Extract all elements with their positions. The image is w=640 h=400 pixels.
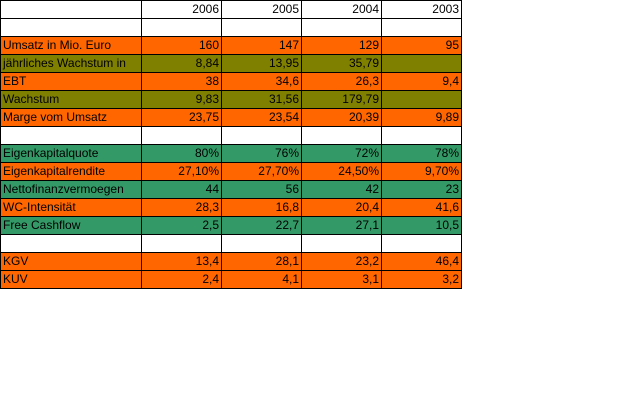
table-row: KGV 13,4 28,1 23,2 46,4 [0, 252, 462, 271]
row-label-cell[interactable]: Wachstum [0, 90, 142, 109]
row-label-cell[interactable]: Marge vom Umsatz [0, 108, 142, 127]
row-label-cell[interactable]: KGV [0, 252, 142, 271]
value-cell[interactable]: 9,83 [141, 90, 222, 109]
row-label-cell[interactable]: Eigenkapitalquote [0, 144, 142, 163]
value-cell[interactable]: 72% [301, 144, 382, 163]
row-label-cell[interactable]: EBT [0, 72, 142, 91]
value-cell[interactable]: 13,95 [221, 54, 302, 73]
value-cell[interactable]: 23,75 [141, 108, 222, 127]
value-cell[interactable]: 34,6 [221, 72, 302, 91]
value-cell[interactable]: 179,79 [301, 90, 382, 109]
row-label-cell[interactable]: jährliches Wachstum in [0, 54, 142, 73]
value-cell[interactable]: 9,4 [381, 72, 462, 91]
value-cell[interactable]: 2006 [141, 0, 222, 19]
value-cell[interactable]: 147 [221, 36, 302, 55]
value-cell[interactable] [141, 126, 222, 145]
value-cell[interactable]: 2004 [301, 0, 382, 19]
table-row: Eigenkapitalquote 80% 76% 72% 78% [0, 144, 462, 163]
table-row: EBT 38 34,6 26,3 9,4 [0, 72, 462, 91]
value-cell[interactable]: 27,70% [221, 162, 302, 181]
value-cell[interactable]: 160 [141, 36, 222, 55]
value-cell[interactable]: 80% [141, 144, 222, 163]
blank-row [0, 126, 462, 145]
value-cell[interactable] [301, 234, 382, 253]
value-cell[interactable]: 27,10% [141, 162, 222, 181]
value-cell[interactable]: 78% [381, 144, 462, 163]
table-body: 2006 2005 2004 2003 Umsatz in Mio. Euro 160 14… [0, 0, 462, 289]
table-row: Free Cashflow 2,5 22,7 27,1 10,5 [0, 216, 462, 235]
value-cell[interactable]: 9,89 [381, 108, 462, 127]
value-cell[interactable] [141, 18, 222, 37]
value-cell[interactable] [141, 234, 222, 253]
value-cell[interactable] [381, 126, 462, 145]
blank-row [0, 234, 462, 253]
value-cell[interactable]: 35,79 [301, 54, 382, 73]
value-cell[interactable]: 27,1 [301, 216, 382, 235]
row-label-cell[interactable] [0, 126, 142, 145]
value-cell[interactable]: 2,5 [141, 216, 222, 235]
value-cell[interactable] [221, 234, 302, 253]
value-cell[interactable] [381, 234, 462, 253]
value-cell[interactable]: 10,5 [381, 216, 462, 235]
value-cell[interactable] [381, 54, 462, 73]
row-label-cell[interactable] [0, 18, 142, 37]
row-label-cell[interactable]: Eigenkapitalrendite [0, 162, 142, 181]
table-row: Nettofinanzvermoegen 44 56 42 23 [0, 180, 462, 199]
value-cell[interactable]: 24,50% [301, 162, 382, 181]
value-cell[interactable]: 23,2 [301, 252, 382, 271]
table-row: WC-Intensität 28,3 16,8 20,4 41,6 [0, 198, 462, 217]
value-cell[interactable] [301, 126, 382, 145]
value-cell[interactable]: 2003 [381, 0, 462, 19]
value-cell[interactable] [381, 18, 462, 37]
value-cell[interactable]: 8,84 [141, 54, 222, 73]
value-cell[interactable]: 76% [221, 144, 302, 163]
value-cell[interactable]: 129 [301, 36, 382, 55]
row-label-cell[interactable]: KUV [0, 270, 142, 289]
value-cell[interactable]: 2,4 [141, 270, 222, 289]
value-cell[interactable]: 26,3 [301, 72, 382, 91]
value-cell[interactable]: 95 [381, 36, 462, 55]
table-row: Wachstum 9,83 31,56 179,79 [0, 90, 462, 109]
table-row: jährliches Wachstum in 8,84 13,95 35,79 [0, 54, 462, 73]
value-cell[interactable]: 3,1 [301, 270, 382, 289]
row-label-cell[interactable] [0, 0, 142, 19]
value-cell[interactable]: 41,6 [381, 198, 462, 217]
row-label-cell[interactable]: WC-Intensität [0, 198, 142, 217]
value-cell[interactable] [381, 90, 462, 109]
value-cell[interactable] [301, 18, 382, 37]
value-cell[interactable]: 13,4 [141, 252, 222, 271]
table-row: Umsatz in Mio. Euro 160 147 129 95 [0, 36, 462, 55]
value-cell[interactable] [221, 126, 302, 145]
value-cell[interactable]: 28,3 [141, 198, 222, 217]
value-cell[interactable]: 20,4 [301, 198, 382, 217]
value-cell[interactable]: 42 [301, 180, 382, 199]
value-cell[interactable]: 3,2 [381, 270, 462, 289]
table-row: Eigenkapitalrendite 27,10% 27,70% 24,50% 9,7… [0, 162, 462, 181]
row-label-cell[interactable]: Free Cashflow [0, 216, 142, 235]
value-cell[interactable]: 23,54 [221, 108, 302, 127]
row-label-cell[interactable]: Nettofinanzvermoegen [0, 180, 142, 199]
header-row: 2006 2005 2004 2003 [0, 0, 462, 19]
table-row: KUV 2,4 4,1 3,1 3,2 [0, 270, 462, 289]
value-cell[interactable]: 56 [221, 180, 302, 199]
value-cell[interactable]: 46,4 [381, 252, 462, 271]
row-label-cell[interactable]: Umsatz in Mio. Euro [0, 36, 142, 55]
value-cell[interactable]: 9,70% [381, 162, 462, 181]
value-cell[interactable]: 22,7 [221, 216, 302, 235]
value-cell[interactable]: 38 [141, 72, 222, 91]
value-cell[interactable]: 4,1 [221, 270, 302, 289]
value-cell[interactable]: 31,56 [221, 90, 302, 109]
value-cell[interactable]: 28,1 [221, 252, 302, 271]
row-label-cell[interactable] [0, 234, 142, 253]
value-cell[interactable]: 20,39 [301, 108, 382, 127]
blank-row [0, 18, 462, 37]
value-cell[interactable]: 2005 [221, 0, 302, 19]
value-cell[interactable] [221, 18, 302, 37]
table-row: Marge vom Umsatz 23,75 23,54 20,39 9,89 [0, 108, 462, 127]
financial-ratios-table: 2006 2005 2004 2003 Umsatz in Mio. Euro 160 14… [0, 0, 462, 289]
value-cell[interactable]: 44 [141, 180, 222, 199]
value-cell[interactable]: 16,8 [221, 198, 302, 217]
value-cell[interactable]: 23 [381, 180, 462, 199]
